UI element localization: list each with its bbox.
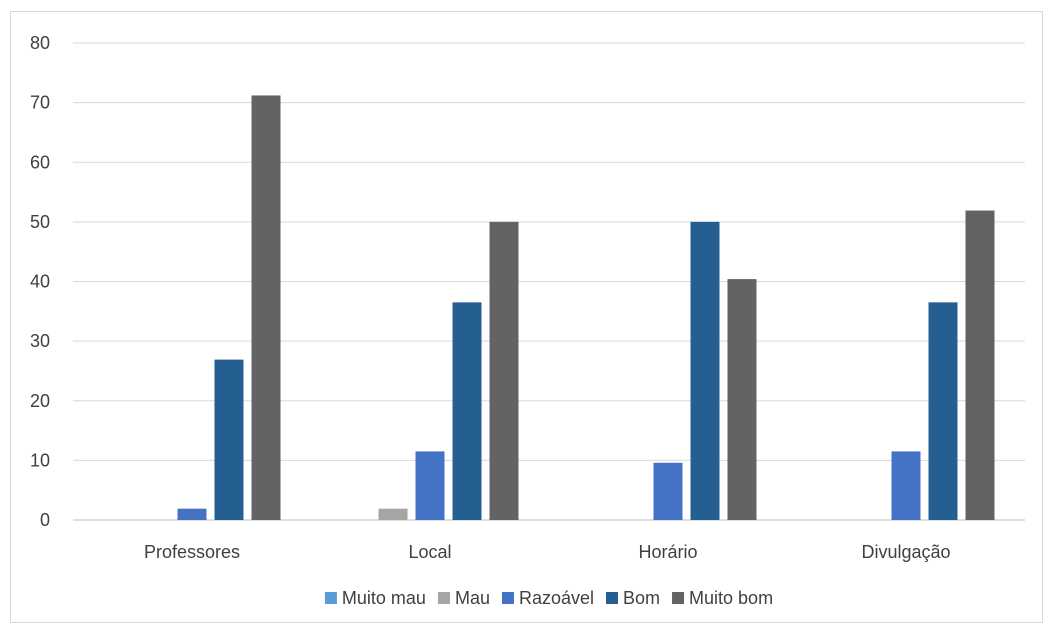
y-tick-label: 30 — [30, 331, 50, 351]
y-tick-label: 10 — [30, 450, 50, 470]
x-tick-label: Horário — [638, 542, 697, 562]
legend-item-bom: Bom — [606, 588, 660, 608]
legend-item-razoável: Razoável — [501, 588, 594, 608]
bar-local-bom — [452, 302, 482, 520]
legend-item-muito-bom: Muito bom — [672, 588, 773, 608]
bar-horário-razoável — [653, 462, 683, 520]
legend-label: Muito bom — [689, 588, 773, 608]
x-tick-label: Divulgação — [861, 542, 950, 562]
legend-swatch — [437, 592, 450, 604]
y-tick-label: 20 — [30, 391, 50, 411]
x-tick-label: Local — [408, 542, 451, 562]
legend-label: Mau — [455, 588, 490, 608]
bar-divulgação-muito-bom — [965, 210, 995, 520]
legend-item-muito-mau: Muito mau — [324, 588, 426, 608]
legend-item-mau: Mau — [437, 588, 490, 608]
bar-professores-razoável — [177, 508, 207, 520]
bar-local-muito-bom — [489, 221, 519, 520]
y-tick-label: 80 — [30, 33, 50, 53]
bar-local-razoável — [415, 451, 445, 520]
bar-professores-muito-bom — [251, 95, 281, 520]
chart-frame — [10, 11, 1043, 623]
y-tick-label: 50 — [30, 212, 50, 232]
y-tick-label: 0 — [40, 510, 50, 530]
bar-professores-bom — [214, 359, 244, 520]
bar-local-mau — [378, 508, 408, 520]
bar-horário-muito-bom — [727, 279, 757, 520]
y-tick-label: 70 — [30, 93, 50, 113]
legend-label: Bom — [623, 588, 660, 608]
y-tick-label: 40 — [30, 272, 50, 292]
legend-swatch — [672, 592, 685, 604]
y-tick-label: 60 — [30, 152, 50, 172]
legend-label: Razoável — [519, 588, 594, 608]
legend-swatch — [324, 592, 337, 604]
bar-horário-bom — [690, 221, 720, 520]
bars — [177, 95, 995, 520]
x-axis-ticks: Professores Local Horário Divulgação — [144, 542, 951, 562]
legend: Muito mau Mau Razoável Bom Muito bom — [324, 588, 773, 608]
y-axis-ticks: 0 10 20 30 40 50 60 70 80 — [30, 33, 50, 530]
x-tick-label: Professores — [144, 542, 240, 562]
legend-swatch — [606, 592, 619, 604]
legend-swatch — [501, 592, 514, 604]
bar-divulgação-bom — [928, 302, 958, 520]
legend-label: Muito mau — [342, 588, 426, 608]
bar-divulgação-razoável — [891, 451, 921, 520]
